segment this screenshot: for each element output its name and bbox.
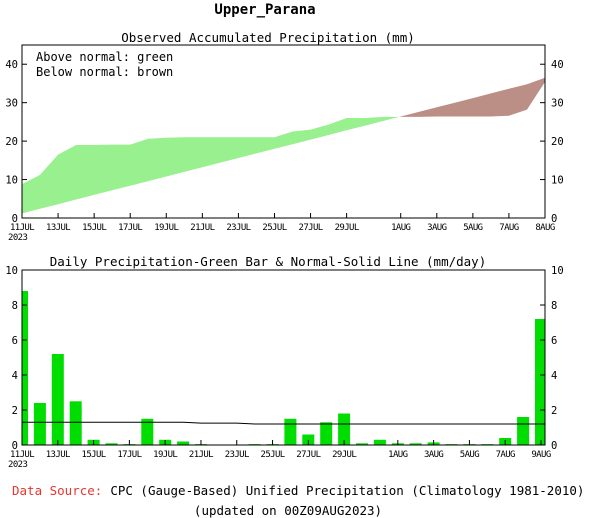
y-tick-label-left: 8: [12, 300, 18, 312]
y-tick-label-right: 30: [551, 98, 564, 110]
x-tick-label: 29JUL: [332, 450, 356, 460]
data-source-line: Data Source: CPC (Gauge-Based) Unified Pr…: [12, 483, 584, 498]
x-tick-label: 13JUL: [46, 450, 70, 460]
y-tick-label-right: 10: [551, 265, 564, 277]
above-normal-area: [22, 116, 400, 214]
y-tick-label-left: 10: [5, 175, 18, 187]
figure-title: Upper_Parana: [214, 2, 315, 18]
data-source-label: Data Source:: [12, 483, 102, 498]
x-tick-label: 19JUL: [153, 450, 177, 460]
daily-precip-bar: [338, 413, 351, 445]
daily-precip-bar: [284, 418, 297, 446]
daily-precip-bar: [69, 401, 82, 446]
y-tick-label-left: 10: [5, 265, 18, 277]
daily-precip-bar: [373, 439, 386, 446]
x-tick-label: 27JUL: [296, 450, 320, 460]
daily-precip-bar: [22, 291, 28, 445]
x-tick-label: 13JUL: [46, 223, 70, 233]
y-tick-label-left: 20: [5, 136, 18, 148]
normal-line: [22, 421, 545, 425]
x-tick-label: 25JUL: [262, 223, 286, 233]
x-tick-label: 17JUL: [117, 450, 141, 460]
daily-precip-bar: [356, 443, 368, 446]
accumulated-panel-title: Observed Accumulated Precipitation (mm): [121, 30, 415, 45]
y-tick-label-right: 40: [551, 59, 564, 71]
x-tick-label: 15JUL: [82, 223, 106, 233]
y-tick-label-left: 4: [12, 370, 18, 382]
y-tick-label-left: 40: [5, 59, 18, 71]
y-tick-label-right: 6: [551, 335, 557, 347]
legend-above-normal: Above normal: green: [36, 50, 173, 64]
x-tick-label: 11JUL: [10, 223, 34, 233]
y-tick-label-right: 8: [551, 300, 557, 312]
y-tick-label-right: 0: [551, 213, 557, 225]
y-tick-label-right: 2: [551, 405, 557, 417]
x-tick-label: 25JUL: [261, 450, 285, 460]
below-normal-area: [399, 77, 545, 117]
daily-precip-bar: [105, 443, 118, 446]
daily-precip-bar: [320, 422, 333, 446]
y-tick-label-left: 6: [12, 335, 18, 347]
x-tick-label: 1AUG: [388, 450, 407, 460]
accumulated-plot-frame: [21, 44, 546, 219]
x-tick-label: 9AUG: [531, 450, 550, 460]
x-tick-label: 7AUG: [496, 450, 515, 460]
y-tick-label-left: 0: [12, 440, 18, 452]
x-tick-year-label: 2023: [8, 460, 27, 470]
daily-precip-bar: [51, 354, 64, 445]
x-tick-label: 23JUL: [226, 223, 250, 233]
updated-text: (updated on 00Z09AUG2023): [194, 503, 382, 518]
x-tick-label: 5AUG: [460, 450, 479, 460]
data-source-text: CPC (Gauge-Based) Unified Precipitation …: [110, 483, 584, 498]
x-tick-label: 17JUL: [118, 223, 142, 233]
x-tick-label: 15JUL: [82, 450, 106, 460]
x-tick-label: 19JUL: [154, 223, 178, 233]
x-tick-label: 1AUG: [391, 223, 410, 233]
daily-precip-bar: [302, 434, 315, 445]
daily-precip-bar: [517, 417, 530, 445]
x-tick-label: 5AUG: [463, 223, 482, 233]
y-tick-label-right: 0: [551, 440, 557, 452]
daily-precip-bar: [141, 418, 154, 446]
x-tick-year-label: 2023: [8, 233, 27, 243]
x-tick-label: 21JUL: [189, 450, 213, 460]
x-tick-label: 23JUL: [225, 450, 249, 460]
daily-precip-bar: [33, 403, 46, 445]
x-tick-label: 3AUG: [424, 450, 443, 460]
daily-precip-bar: [177, 441, 190, 445]
x-tick-label: 29JUL: [335, 223, 359, 233]
daily-precip-bar: [409, 443, 422, 446]
y-tick-label-right: 4: [551, 370, 557, 382]
y-tick-label-left: 0: [12, 213, 18, 225]
x-tick-label: 8AUG: [535, 223, 554, 233]
x-tick-label: 21JUL: [190, 223, 214, 233]
x-tick-label: 27JUL: [299, 223, 323, 233]
y-tick-label-right: 20: [551, 136, 564, 148]
x-tick-label: 3AUG: [427, 223, 446, 233]
legend-below-normal: Below normal: brown: [36, 65, 173, 79]
y-tick-label-right: 10: [551, 175, 564, 187]
y-tick-label-left: 30: [5, 98, 18, 110]
daily-panel-title: Daily Precipitation-Green Bar & Normal-S…: [50, 254, 487, 269]
daily-precip-bar: [535, 319, 545, 445]
x-tick-label: 11JUL: [10, 450, 34, 460]
daily-plot-frame: [21, 269, 546, 446]
x-tick-label: 7AUG: [499, 223, 518, 233]
y-tick-label-left: 2: [12, 405, 18, 417]
